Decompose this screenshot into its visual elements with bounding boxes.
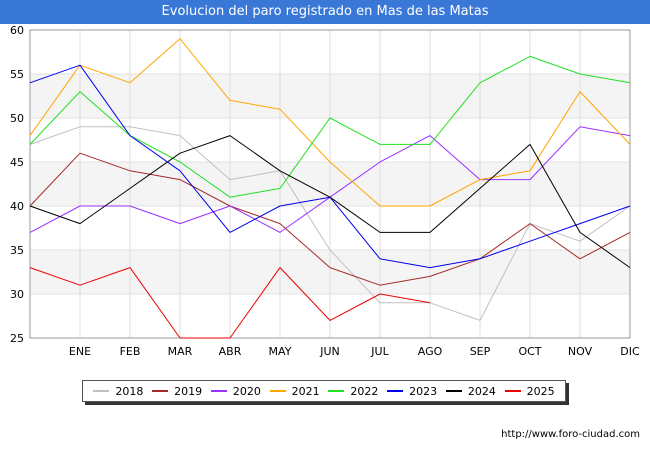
legend-item-2020: 2020 [210,384,261,398]
x-tick-label: OCT [518,345,541,358]
x-tick-label: FEB [120,345,141,358]
legend-item-2021: 2021 [269,384,320,398]
x-tick-label: AGO [418,345,443,358]
y-tick-label: 35 [10,244,24,257]
legend-label: 2022 [350,384,379,398]
y-tick-label: 60 [10,24,24,37]
x-tick-label: MAY [269,345,292,358]
legend-swatch [210,390,227,392]
legend-label: 2018 [115,384,144,398]
plot-frame [29,29,631,339]
legend-swatch [93,390,110,392]
y-tick-label: 45 [10,156,24,169]
x-tick-label: NOV [568,345,593,358]
legend-swatch [269,390,286,392]
legend-swatch [152,390,169,392]
legend-item-2022: 2022 [328,385,378,398]
legend-item-2018: 2018 [93,385,143,398]
y-tick-label: 55 [10,68,24,81]
y-tick-label: 40 [10,200,24,213]
series-line-2025 [29,267,431,339]
x-tick-label: JUL [370,345,389,358]
series-line-2024 [29,135,631,269]
legend-item-2019: 2019 [152,385,202,398]
chart-title: Evolucion del paro registrado en Mas de … [0,0,650,24]
x-tick-label: SEP [470,345,491,358]
y-tick-label: 25 [10,332,24,345]
series-line-2021 [29,38,631,207]
y-tick-label: 30 [10,288,24,301]
legend-item-2023: 2023 [387,385,437,398]
y-tick-label: 50 [10,112,24,125]
x-tick-label: DIC [620,345,640,358]
x-tick-label: JUN [319,345,340,358]
legend-label: 2020 [232,384,261,398]
x-tick-label: MAR [168,345,193,358]
legend-swatch [504,390,521,392]
legend-swatch [387,390,404,392]
legend-item-2024: 2024 [445,384,496,398]
series-line-2019 [29,152,631,286]
legend-label: 2021 [291,384,320,398]
legend-label: 2019 [174,384,203,398]
x-tick-label: ENE [69,345,91,358]
legend-label: 2025 [526,384,555,398]
legend-label: 2023 [409,384,438,398]
legend-swatch [328,390,345,392]
legend-label: 2024 [467,384,496,398]
x-tick-label: ABR [219,345,242,358]
legend-item-2025: 2025 [504,384,555,398]
legend: 2018 2019 2020 2021 2022 2023 2024 2025 [82,380,566,402]
source-link[interactable]: http://www.foro-ciudad.com [501,429,640,440]
legend-swatch [445,390,462,392]
